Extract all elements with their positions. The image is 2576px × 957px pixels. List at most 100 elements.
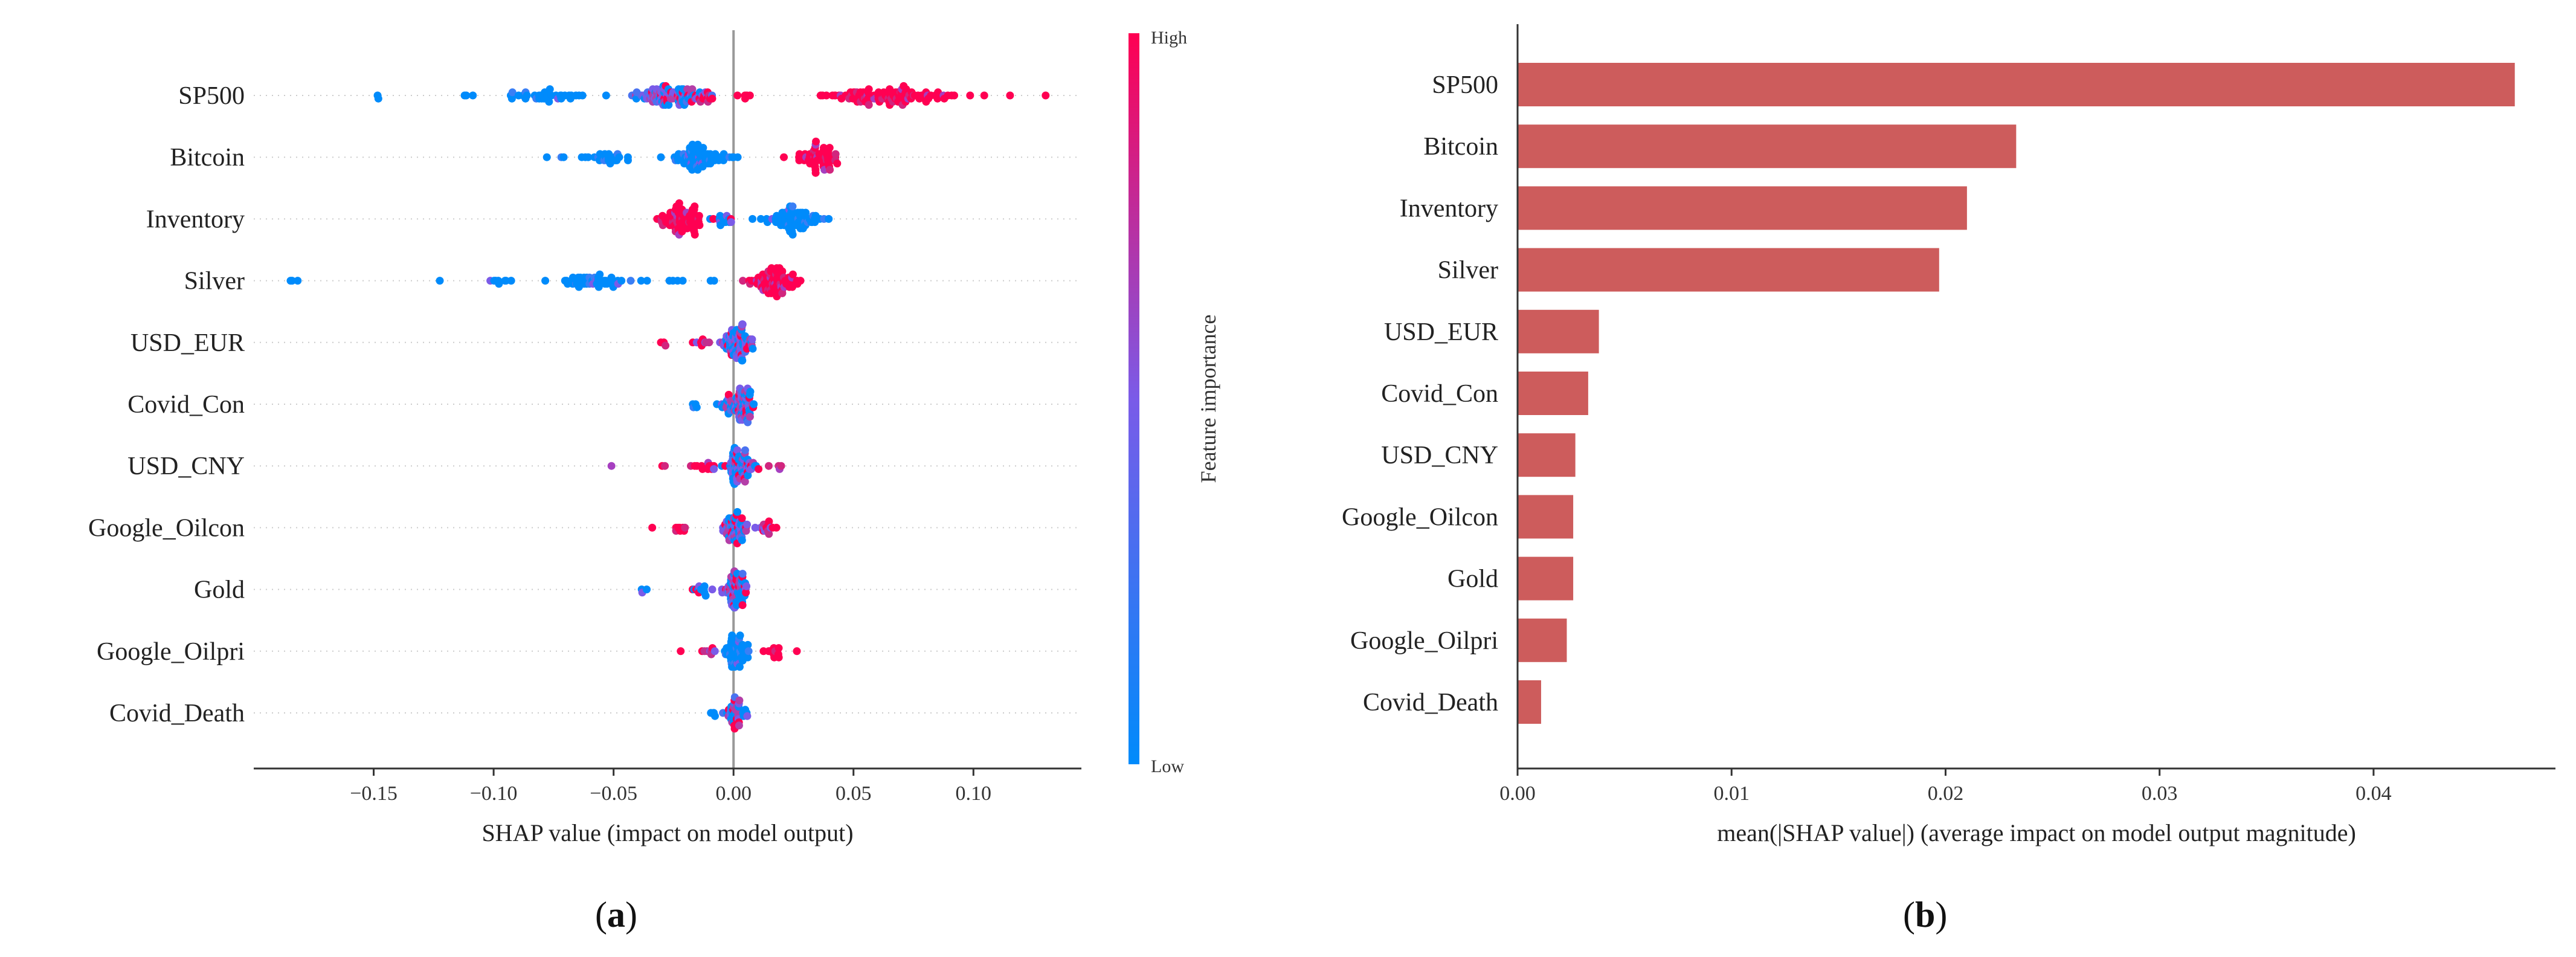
- a-shap-point: [772, 523, 781, 532]
- a-shap-point: [710, 277, 718, 285]
- a-shap-point: [744, 471, 752, 480]
- a-shap-point: [578, 91, 587, 100]
- a-shap-point: [765, 517, 773, 526]
- a-x-tick-label: 0.05: [836, 782, 872, 805]
- a-shap-point: [738, 320, 747, 329]
- a-shap-point: [751, 523, 759, 532]
- a-shap-point: [648, 523, 657, 532]
- a-shap-point: [710, 647, 719, 656]
- a-shap-point: [865, 85, 873, 94]
- a-shap-point: [778, 267, 787, 276]
- b-category-label: SP500: [1432, 71, 1498, 99]
- a-shap-point: [623, 156, 632, 164]
- a-shap-point: [1042, 91, 1050, 100]
- b-category-label: Google_Oilpri: [1350, 627, 1498, 655]
- a-shap-point: [596, 270, 604, 279]
- a-feature-label: Google_Oilpri: [97, 638, 245, 666]
- colorbar-high-label: High: [1151, 28, 1187, 48]
- a-shap-point: [699, 144, 707, 152]
- a-shap-point: [738, 356, 747, 365]
- a-x-ticks: −0.15 −0.10 −0.05 0.00 0.05 0.10: [350, 768, 991, 805]
- a-shap-point: [933, 94, 942, 103]
- a-shap-point: [778, 289, 787, 297]
- a-shap-point: [950, 91, 959, 100]
- a-shap-point: [826, 166, 834, 174]
- b-x-tick-label: 0.01: [1713, 782, 1750, 805]
- a-shap-point: [788, 270, 797, 279]
- a-shap-point: [865, 101, 873, 109]
- b-bar: [1518, 556, 1574, 601]
- a-feature-label: SP500: [178, 82, 245, 110]
- a-shap-point: [744, 653, 752, 662]
- b-bar: [1518, 372, 1588, 415]
- colorbar: [1129, 33, 1139, 764]
- a-shap-point: [545, 97, 553, 106]
- b-bar: [1518, 186, 1967, 230]
- a-shap-point: [677, 647, 685, 656]
- a-shap-point: [705, 338, 713, 347]
- a-shap-point: [661, 462, 669, 470]
- a-shap-point: [733, 91, 742, 100]
- a-shap-point: [436, 277, 444, 285]
- b-bar: [1518, 618, 1567, 662]
- b-x-ticks: 0.00 0.01 0.02 0.03 0.04: [1499, 768, 2392, 805]
- colorbar-low-label: Low: [1151, 756, 1184, 776]
- a-x-tick-label: −0.15: [350, 782, 398, 805]
- a-shap-point: [822, 91, 831, 100]
- a-feature-label: USD_EUR: [130, 329, 245, 357]
- a-shap-point: [508, 88, 517, 97]
- b-x-tick-label: 0.00: [1499, 782, 1536, 805]
- a-shap-point: [710, 465, 718, 473]
- a-shap-point: [602, 91, 610, 100]
- a-shap-point: [675, 199, 683, 207]
- a-shap-point: [733, 507, 742, 516]
- a-feature-label: USD_CNY: [127, 453, 245, 480]
- a-shap-point: [741, 446, 749, 454]
- a-shap-point: [742, 588, 750, 597]
- a-shap-point: [374, 94, 382, 103]
- a-shap-point: [966, 91, 974, 100]
- a-shap-point: [831, 150, 840, 158]
- a-shap-point: [749, 214, 757, 223]
- panel-label-a: (a): [595, 895, 637, 935]
- a-shap-point: [796, 277, 805, 285]
- a-feature-label: Silver: [184, 268, 245, 295]
- b-x-axis-label: mean(|SHAP value|) (average impact on mo…: [1717, 819, 2356, 846]
- a-shap-point: [735, 721, 743, 730]
- a-x-axis-label: SHAP value (impact on model output): [481, 819, 853, 846]
- a-shap-point: [755, 465, 763, 473]
- a-x-tick-label: 0.10: [956, 782, 992, 805]
- a-feature-label: Covid_Death: [109, 700, 245, 727]
- a-shap-point: [692, 403, 701, 411]
- b-category-labels: SP500 Bitcoin Inventory Silver USD_EUR Covid_…: [1342, 71, 1498, 717]
- a-shap-point: [748, 335, 756, 344]
- a-shap-point: [507, 277, 515, 285]
- a-x-tick-label: −0.05: [590, 782, 637, 805]
- a-shap-point: [749, 344, 757, 353]
- a-shap-point: [708, 585, 716, 594]
- b-bar: [1518, 309, 1599, 353]
- a-shap-point: [756, 214, 765, 223]
- a-shap-point: [745, 413, 754, 421]
- a-shap-point: [657, 153, 665, 161]
- b-category-label: USD_CNY: [1381, 442, 1498, 469]
- b-category-label: USD_EUR: [1384, 318, 1498, 346]
- a-shap-point: [739, 277, 747, 285]
- a-x-tick-label: 0.00: [715, 782, 752, 805]
- a-shap-point: [711, 712, 720, 720]
- a-shap-point: [642, 585, 651, 594]
- a-shap-point: [507, 94, 516, 103]
- a-x-tick-label: −0.10: [470, 782, 518, 805]
- a-shap-point: [688, 85, 697, 94]
- a-shap-point: [742, 527, 750, 535]
- a-shap-point: [701, 591, 710, 600]
- b-bar: [1518, 63, 2515, 106]
- a-shap-point: [745, 91, 754, 100]
- a-shap-point: [733, 446, 742, 454]
- a-shap-point: [743, 520, 752, 529]
- a-shap-point: [738, 514, 746, 523]
- a-shap-point: [665, 101, 673, 109]
- a-shap-point: [288, 277, 296, 285]
- a-shap-point: [626, 277, 635, 285]
